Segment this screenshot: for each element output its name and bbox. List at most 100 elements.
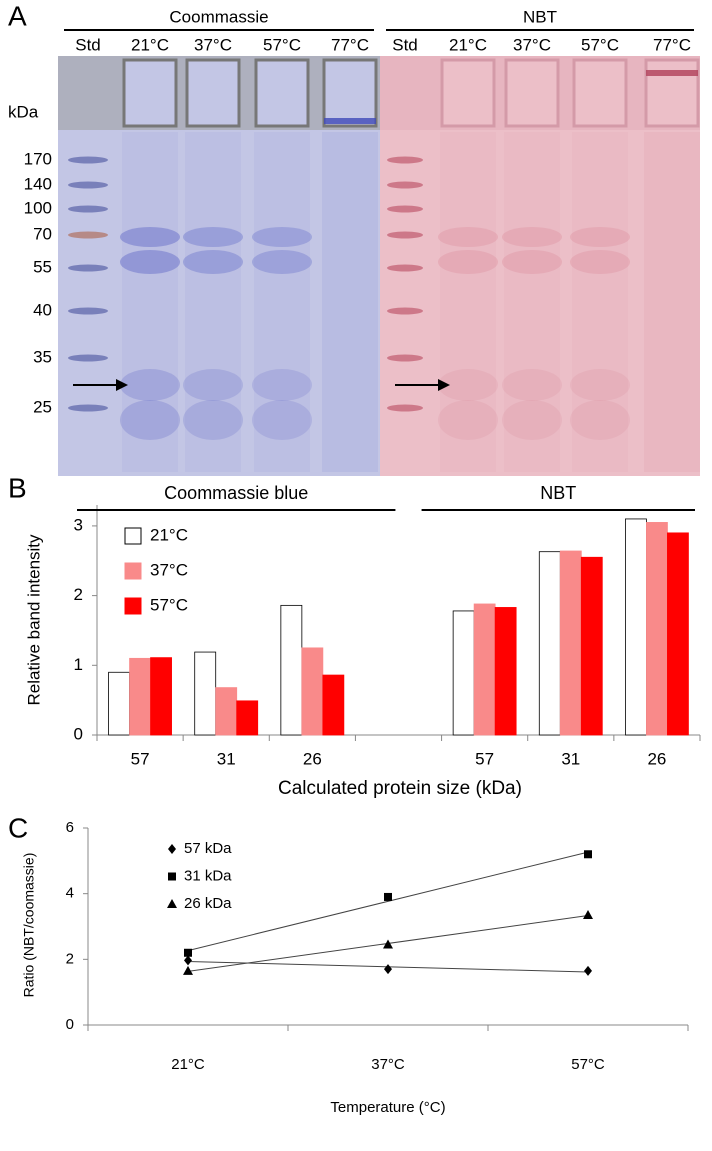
band <box>502 400 562 440</box>
band <box>570 400 630 440</box>
y-tick-label: 0 <box>74 724 83 743</box>
lane-label: Std <box>392 35 418 54</box>
x-tick-label: 31 <box>561 749 580 768</box>
y-tick-label: 3 <box>74 515 83 534</box>
bar <box>667 532 689 736</box>
well <box>572 58 628 128</box>
ladder-band <box>387 205 423 213</box>
y-tick-label: 2 <box>66 950 74 967</box>
band <box>252 250 312 274</box>
x-axis-label: Temperature (°C) <box>330 1099 445 1116</box>
lane-smear <box>122 132 178 472</box>
y-tick-label: 0 <box>66 1016 74 1033</box>
bar <box>280 604 303 736</box>
bar <box>625 518 647 736</box>
legend-label: 57°C <box>150 595 188 614</box>
legend-swatch <box>124 562 142 580</box>
lane-label: 77°C <box>331 35 369 54</box>
y-tick-label: 1 <box>74 655 83 674</box>
point <box>384 964 392 975</box>
band <box>252 227 312 247</box>
marker-label: 140 <box>24 174 52 193</box>
band <box>324 118 376 124</box>
legend-swatch <box>124 527 142 545</box>
band <box>570 227 630 247</box>
legend-marker <box>167 899 177 908</box>
point <box>384 892 392 901</box>
band <box>438 250 498 274</box>
band <box>438 227 498 247</box>
band <box>183 369 243 401</box>
bar <box>322 674 345 736</box>
marker-label: 35 <box>33 347 52 366</box>
panel-label: A <box>8 0 27 31</box>
x-tick-label: 37°C <box>371 1056 405 1073</box>
ladder-band <box>387 307 423 315</box>
ladder-band <box>68 205 108 213</box>
lane-label: 37°C <box>513 35 551 54</box>
x-axis-label: Calculated protein size (kDa) <box>278 778 522 799</box>
bar <box>215 687 238 736</box>
point <box>583 910 593 920</box>
marker-label: 70 <box>33 224 52 243</box>
lane-label: 37°C <box>194 35 232 54</box>
well <box>440 58 496 128</box>
lane-label: 21°C <box>131 35 169 54</box>
ladder-band <box>68 354 108 362</box>
point <box>383 939 393 949</box>
unit-label: kDa <box>8 102 39 121</box>
bar <box>580 556 603 736</box>
ladder-band <box>68 231 108 239</box>
band <box>183 250 243 274</box>
bar <box>129 657 151 736</box>
ladder-band <box>68 181 108 189</box>
legend-label: 37°C <box>150 560 188 579</box>
ladder-band <box>387 404 423 412</box>
band <box>502 227 562 247</box>
gel-group-label: NBT <box>523 7 557 26</box>
lane-smear <box>254 132 310 472</box>
x-tick-label: 26 <box>647 749 666 768</box>
lane-label: 77°C <box>653 35 691 54</box>
band <box>183 400 243 440</box>
panel-label: B <box>8 472 27 503</box>
band <box>502 250 562 274</box>
marker-label: 170 <box>24 149 52 168</box>
marker-label: 55 <box>33 257 52 276</box>
marker-label: 100 <box>24 198 52 217</box>
lane-smear <box>504 132 560 472</box>
well <box>122 58 178 128</box>
bar <box>559 550 582 736</box>
x-tick-label: 57 <box>475 749 494 768</box>
band <box>120 227 180 247</box>
x-tick-label: 31 <box>217 749 236 768</box>
well <box>504 58 560 128</box>
lane-smear <box>572 132 628 472</box>
bar <box>473 603 496 736</box>
ladder-band <box>68 404 108 412</box>
bar <box>194 651 217 736</box>
point <box>184 955 192 966</box>
ladder-band <box>387 354 423 362</box>
band <box>252 400 312 440</box>
legend-label: 26 kDa <box>184 895 232 912</box>
legend-label: 57 kDa <box>184 840 232 857</box>
bar <box>538 551 561 736</box>
point <box>584 965 592 976</box>
legend-swatch <box>124 597 142 615</box>
point <box>183 965 193 975</box>
ladder-band <box>68 264 108 272</box>
point <box>184 948 192 957</box>
group-label: Coommassie blue <box>164 483 308 503</box>
y-tick-label: 4 <box>66 885 74 902</box>
well <box>185 58 241 128</box>
bar <box>150 657 172 736</box>
arrow-head <box>116 379 128 391</box>
bar <box>301 647 324 736</box>
bar <box>452 610 475 736</box>
lane-smear <box>322 132 378 472</box>
band <box>120 250 180 274</box>
band <box>120 400 180 440</box>
point <box>584 850 592 859</box>
